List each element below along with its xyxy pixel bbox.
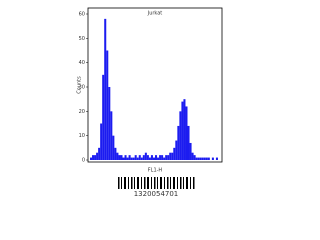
- bar: [175, 140, 178, 160]
- bar: [201, 157, 204, 160]
- y-tick-label: 60: [79, 12, 85, 18]
- bar: [179, 111, 182, 160]
- y-tick-label: 10: [79, 133, 85, 139]
- y-tick-label: 30: [79, 85, 85, 91]
- bar: [163, 157, 166, 160]
- bar: [171, 152, 174, 160]
- bar: [161, 155, 164, 160]
- y-tick-label: 40: [79, 60, 85, 66]
- bar: [122, 157, 125, 160]
- bar: [199, 157, 202, 160]
- bar: [90, 157, 93, 160]
- chart-title: Jurkat: [147, 11, 163, 17]
- bar: [189, 142, 192, 160]
- bar: [126, 157, 129, 160]
- bar: [215, 157, 218, 160]
- bar: [114, 147, 117, 160]
- y-tick-label: 0: [82, 158, 85, 164]
- bar: [108, 87, 111, 160]
- bar: [167, 155, 170, 160]
- bar: [185, 106, 188, 160]
- bar: [138, 155, 141, 160]
- bar: [104, 18, 107, 160]
- bar: [92, 155, 95, 160]
- bar: [102, 74, 105, 160]
- bar: [110, 111, 113, 160]
- bar: [205, 157, 208, 160]
- bar: [100, 123, 103, 160]
- bar: [136, 157, 139, 160]
- bar: [207, 157, 210, 160]
- bar: [128, 155, 131, 160]
- bar: [157, 157, 160, 160]
- bar: [146, 155, 149, 160]
- bar: [169, 152, 172, 160]
- bar: [155, 155, 158, 160]
- bar: [130, 157, 133, 160]
- bar: [120, 155, 123, 160]
- bar: [197, 157, 200, 160]
- chart: Jurkat FL1-H Counts 1320054701 0 10 20 30 40…: [77, 7, 223, 198]
- y-tick-label: 50: [79, 36, 85, 42]
- bar: [148, 157, 151, 160]
- bar: [177, 125, 180, 160]
- bar: [98, 147, 101, 160]
- x-axis-label: FL1-H: [148, 168, 163, 174]
- bar: [195, 157, 198, 160]
- bar: [140, 157, 143, 160]
- barcode: [118, 177, 195, 189]
- bar: [106, 50, 109, 160]
- plot-frame: [87, 7, 223, 163]
- bar: [144, 152, 147, 160]
- bar: [165, 155, 168, 160]
- bar: [142, 155, 145, 160]
- bar: [150, 155, 153, 160]
- bar: [183, 99, 186, 160]
- bar: [124, 155, 127, 160]
- bar: [159, 155, 162, 160]
- bar: [152, 157, 155, 160]
- y-axis-label: Counts: [77, 76, 83, 94]
- bar: [211, 157, 214, 160]
- bar: [132, 157, 135, 160]
- bar: [187, 125, 190, 160]
- barcode-number: 1320054701: [134, 190, 179, 198]
- bar: [116, 152, 119, 160]
- bar: [94, 155, 97, 160]
- bar: [203, 157, 206, 160]
- bar: [181, 101, 184, 160]
- bar: [191, 152, 194, 160]
- bar: [173, 147, 176, 160]
- bar: [96, 152, 99, 160]
- y-tick-label: 20: [79, 109, 85, 115]
- bar: [193, 155, 196, 160]
- bar: [112, 135, 115, 160]
- bar: [118, 155, 121, 160]
- bar: [134, 155, 137, 160]
